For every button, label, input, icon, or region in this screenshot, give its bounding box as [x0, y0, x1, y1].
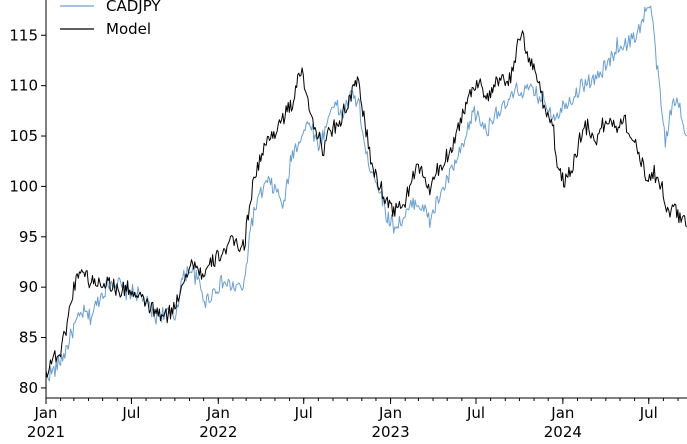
x-tick-label: Jul — [294, 404, 313, 422]
series-line-cadjpy — [45, 5, 687, 382]
x-tick-label: Jan — [206, 404, 230, 422]
x-tick-year-label: 2021 — [27, 423, 65, 441]
legend-background — [54, 0, 172, 40]
x-tick-label: Jul — [466, 404, 485, 422]
y-tick-label: 100 — [9, 177, 38, 195]
series-layer — [45, 5, 687, 382]
x-tick-label: Jul — [121, 404, 140, 422]
x-tick-label: Jan — [378, 404, 402, 422]
y-tick-label: 80 — [19, 379, 38, 397]
legend-label-model: Model — [106, 20, 151, 38]
y-tick-label: 115 — [9, 26, 38, 44]
y-tick-label: 90 — [19, 278, 38, 296]
legend-label-cadjpy: CADJPY — [106, 0, 161, 15]
y-tick-label: 105 — [9, 127, 38, 145]
legend: CADJPY Model — [54, 0, 172, 40]
x-tick-year-label: 2022 — [199, 423, 237, 441]
y-tick-label: 110 — [9, 77, 38, 95]
series-line-model — [45, 30, 687, 378]
y-tick-label: 85 — [19, 329, 38, 347]
x-tick-year-label: 2023 — [371, 423, 409, 441]
x-tick-year-label: 2024 — [544, 423, 582, 441]
x-tick-label: Jan — [33, 404, 57, 422]
y-tick-label: 95 — [19, 228, 38, 246]
axes-layer — [45, 0, 687, 399]
x-tick-label: Jan — [550, 404, 574, 422]
x-tick-label: Jul — [639, 404, 658, 422]
